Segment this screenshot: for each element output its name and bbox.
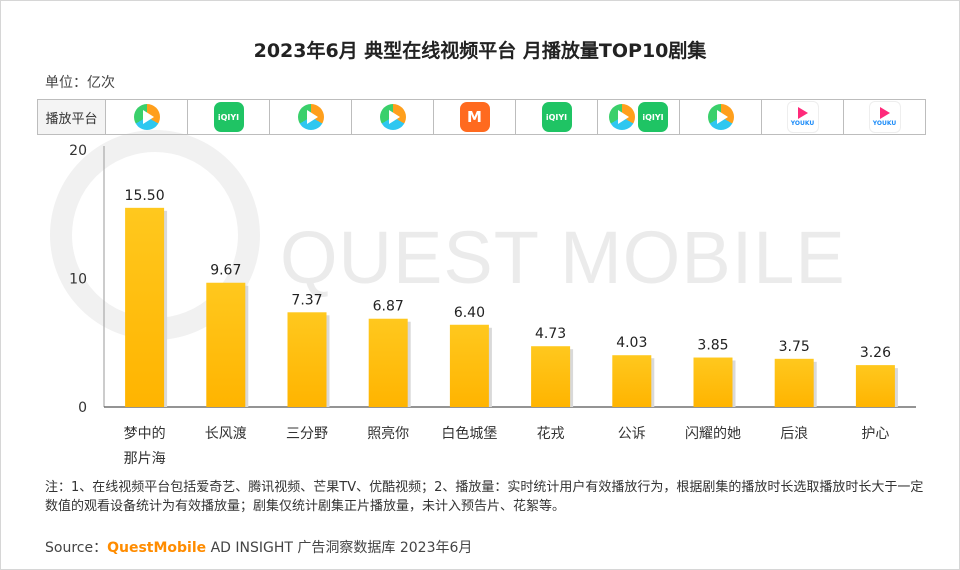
youku-icon: YOUKU	[786, 101, 819, 133]
platform-cell	[680, 100, 762, 134]
platform-cell: YOUKU	[844, 100, 925, 134]
bar	[612, 355, 652, 407]
source-detail: AD INSIGHT 广告洞察数据库 2023年6月	[206, 540, 473, 556]
bar-value-label: 15.50	[125, 188, 165, 204]
x-category-label: 梦中的	[124, 426, 166, 442]
platform-cell: iQIYI	[188, 100, 270, 134]
platform-cell	[352, 100, 434, 134]
x-category-label: 后浪	[780, 426, 808, 442]
platform-cell: M	[434, 100, 516, 134]
tencent-video-icon	[707, 104, 734, 130]
bar	[774, 358, 814, 407]
tencent-video-icon	[609, 104, 635, 130]
bar-value-label: 7.37	[291, 292, 322, 308]
bar	[206, 282, 246, 407]
tencent-video-icon	[379, 104, 406, 130]
x-category-label: 那片海	[124, 451, 166, 467]
platform-cell	[106, 100, 188, 134]
bar-value-label: 6.40	[454, 305, 485, 321]
y-tick-label: 20	[69, 143, 87, 159]
youku-icon: YOUKU	[868, 101, 901, 133]
bar-value-label: 3.26	[860, 345, 891, 361]
bar-value-label: 9.67	[210, 263, 241, 279]
y-tick-label: 0	[78, 400, 87, 416]
bar	[449, 324, 489, 407]
bar-value-label: 4.03	[616, 335, 647, 351]
platform-cell: iQIYI	[516, 100, 598, 134]
watermark-text: QUEST MOBILE	[280, 216, 846, 299]
tencent-video-icon	[133, 104, 160, 130]
x-category-label: 白色城堡	[441, 425, 497, 442]
bar	[125, 207, 165, 407]
bar-value-label: 3.85	[697, 338, 728, 354]
bar	[855, 365, 895, 407]
x-category-label: 公诉	[618, 426, 646, 442]
y-tick-label: 10	[69, 272, 87, 288]
platform-header: 播放平台	[38, 100, 106, 134]
tencent-video-icon	[297, 104, 324, 130]
bar	[693, 357, 733, 407]
chart-title: 2023年6月 典型在线视频平台 月播放量TOP10剧集	[253, 40, 707, 62]
platform-cell	[270, 100, 352, 134]
iqiyi-icon: iQIYI	[541, 102, 572, 132]
x-category-label: 闪耀的她	[685, 426, 741, 442]
x-category-label: 护心	[861, 426, 889, 442]
bar	[531, 346, 571, 407]
x-category-label: 长风渡	[205, 426, 247, 442]
bar	[368, 318, 408, 407]
x-category-label: 花戎	[537, 426, 565, 442]
footnote: 注：1、在线视频平台包括爱奇艺、腾讯视频、芒果TV、优酷视频；2、播放量：实时统…	[45, 480, 924, 514]
bar-value-label: 4.73	[535, 326, 566, 342]
bar-value-label: 6.87	[373, 299, 404, 315]
x-category-label: 三分野	[286, 426, 328, 442]
source-label: Source：	[45, 540, 108, 556]
iqiyi-icon: iQIYI	[213, 102, 244, 132]
platform-cell: iQIYI	[598, 100, 680, 134]
iqiyi-icon: iQIYI	[638, 102, 668, 132]
unit-label: 单位：亿次	[45, 75, 115, 91]
source-line: Source：QuestMobile AD INSIGHT 广告洞察数据库 20…	[45, 537, 472, 557]
mango-tv-icon: M	[459, 102, 490, 132]
source-brand: QuestMobile	[107, 540, 207, 556]
bar-value-label: 3.75	[779, 339, 810, 355]
bar	[287, 312, 327, 407]
x-category-label: 照亮你	[367, 425, 409, 442]
platform-cell: YOUKU	[762, 100, 844, 134]
